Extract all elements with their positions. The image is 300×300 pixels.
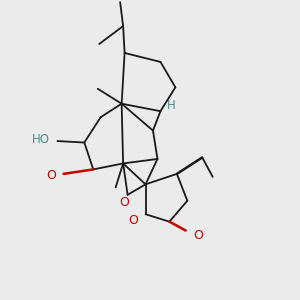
Text: O: O (120, 196, 130, 209)
Text: HO: HO (32, 133, 50, 146)
Text: O: O (46, 169, 56, 182)
Text: O: O (128, 214, 138, 227)
Text: O: O (193, 229, 203, 242)
Text: H: H (167, 99, 175, 112)
